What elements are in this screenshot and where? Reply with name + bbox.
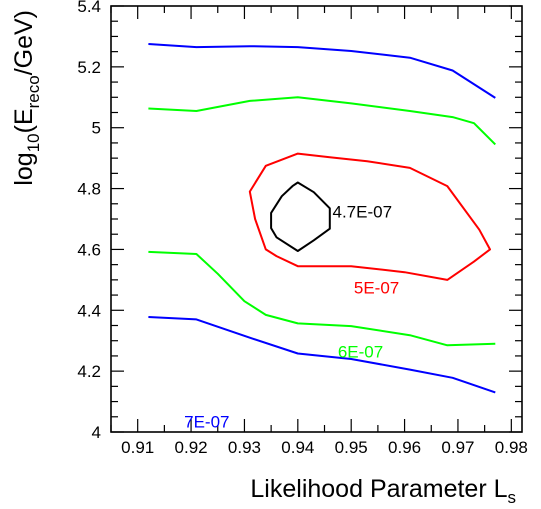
contour-4-7e-07-3 — [270, 181, 331, 252]
y-axis-title-unit: /GeV) — [10, 10, 38, 75]
y-tick-label: 4.4 — [77, 301, 101, 320]
y-axis-title-sub-10: 10 — [24, 133, 43, 152]
contour-5e-07-2 — [248, 152, 491, 281]
contour-7e-07-5 — [148, 316, 496, 394]
x-axis-title: Likelihood Parameter Ls — [250, 475, 516, 507]
contour-6e-07-4 — [148, 250, 496, 347]
y-axis-ticks: 4 4.2 4.4 4.6 4.8 5 5.2 5.4 — [77, 0, 522, 442]
x-tick-label: 0.98 — [495, 438, 528, 457]
x-tick-label: 0.95 — [335, 438, 368, 457]
y-tick-label: 4.8 — [77, 180, 101, 199]
y-axis-title-sub-reco: reco — [24, 75, 43, 108]
x-tick-label: 0.97 — [441, 438, 474, 457]
y-tick-label: 5.4 — [77, 0, 101, 16]
contour-6e-07-1 — [148, 96, 497, 146]
contour-label: 4.7E-07 — [333, 202, 393, 221]
contour-label: 7E-07 — [184, 412, 229, 431]
y-tick-label: 5 — [92, 119, 101, 138]
y-tick-label: 4.2 — [77, 362, 101, 381]
x-axis-ticks: 0.91 0.92 0.93 0.94 0.95 0.96 0.97 0.98 — [110, 6, 528, 457]
y-axis-title-log: log — [10, 152, 38, 185]
x-tick-label: 0.94 — [281, 438, 314, 457]
contour-label: 6E-07 — [338, 342, 383, 361]
x-tick-label: 0.92 — [175, 438, 208, 457]
contour-7e-07-0 — [148, 43, 496, 99]
y-tick-label: 4 — [92, 423, 101, 442]
plot-frame — [110, 5, 523, 433]
x-axis-title-main: Likelihood Parameter L — [250, 475, 507, 503]
y-axis-title: log10(Ereco/GeV) — [10, 10, 43, 186]
x-tick-label: 0.96 — [388, 438, 421, 457]
contour-labels: 4.7E-07 5E-07 6E-07 7E-07 — [184, 202, 399, 431]
contour-label: 5E-07 — [354, 279, 399, 298]
contour-lines — [148, 43, 497, 394]
y-axis-title-energy: (E — [10, 108, 38, 133]
y-tick-label: 5.2 — [77, 58, 101, 77]
x-axis-title-sub: s — [508, 488, 517, 507]
x-tick-label: 0.93 — [228, 438, 261, 457]
y-tick-label: 4.6 — [77, 240, 101, 259]
x-tick-label: 0.91 — [121, 438, 154, 457]
